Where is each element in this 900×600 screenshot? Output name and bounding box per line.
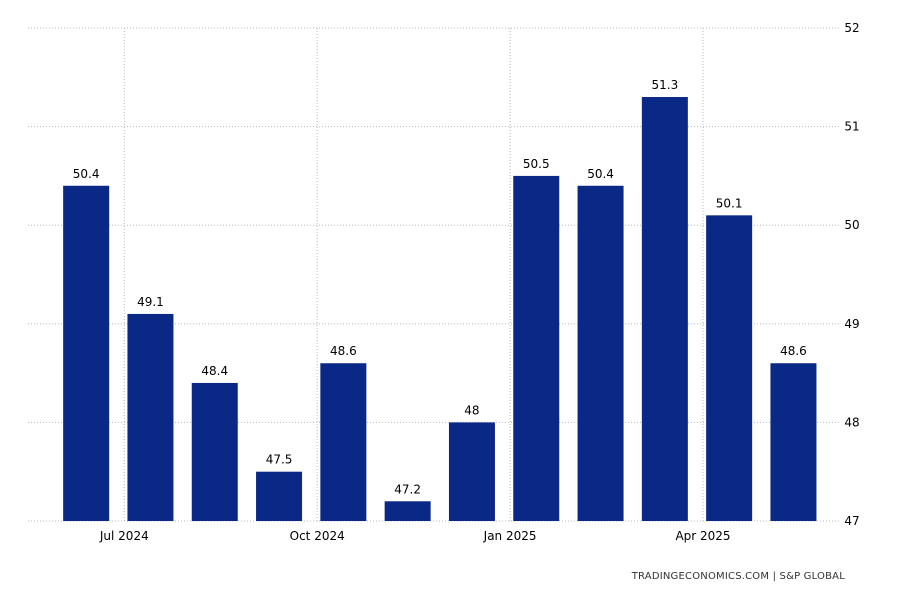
- y-tick-label: 47: [844, 514, 859, 528]
- x-tick-label: Jan 2025: [483, 529, 537, 543]
- value-labels: 50.4 49.1 48.4 47.5 48.6 47.2 48 50.5 50.4 51.3 50…: [73, 78, 807, 496]
- bar-value-label: 48.6: [330, 344, 357, 358]
- bar: [513, 175, 560, 521]
- bar: [191, 382, 238, 521]
- x-tick-label: Jul 2024: [99, 529, 149, 543]
- bar-value-label: 48.4: [201, 364, 228, 378]
- x-tick-label: Apr 2025: [675, 529, 730, 543]
- bar: [706, 215, 753, 521]
- bar: [384, 501, 431, 521]
- bar-value-label: 50.4: [73, 167, 100, 181]
- y-axis-ticks: 47 48 49 50 51 52: [844, 21, 859, 528]
- bar: [448, 422, 495, 521]
- bar-value-label: 48: [464, 403, 479, 417]
- bar-value-label: 47.5: [266, 453, 293, 467]
- y-tick-label: 50: [844, 218, 859, 232]
- bar: [63, 185, 110, 521]
- bar: [127, 313, 174, 521]
- bar-value-label: 50.5: [523, 157, 550, 171]
- bar: [577, 185, 624, 521]
- bar: [641, 97, 688, 522]
- bar: [320, 363, 367, 521]
- x-tick-label: Oct 2024: [290, 529, 345, 543]
- bar-value-label: 50.1: [716, 196, 743, 210]
- bar: [256, 471, 303, 521]
- bar-value-label: 48.6: [780, 344, 807, 358]
- bars: [63, 97, 817, 522]
- source-label: TRADINGECONOMICS.COM | S&P GLOBAL: [631, 571, 845, 582]
- y-tick-label: 51: [844, 120, 859, 134]
- y-tick-label: 52: [844, 21, 859, 35]
- y-tick-label: 48: [844, 415, 859, 429]
- x-axis-ticks: Jul 2024 Oct 2024 Jan 2025 Apr 2025: [99, 529, 731, 543]
- bar-value-label: 49.1: [137, 295, 164, 309]
- y-tick-label: 49: [844, 317, 859, 331]
- bar-value-label: 51.3: [651, 78, 678, 92]
- bar: [770, 363, 817, 521]
- bar-value-label: 50.4: [587, 167, 614, 181]
- bar-value-label: 47.2: [394, 482, 421, 496]
